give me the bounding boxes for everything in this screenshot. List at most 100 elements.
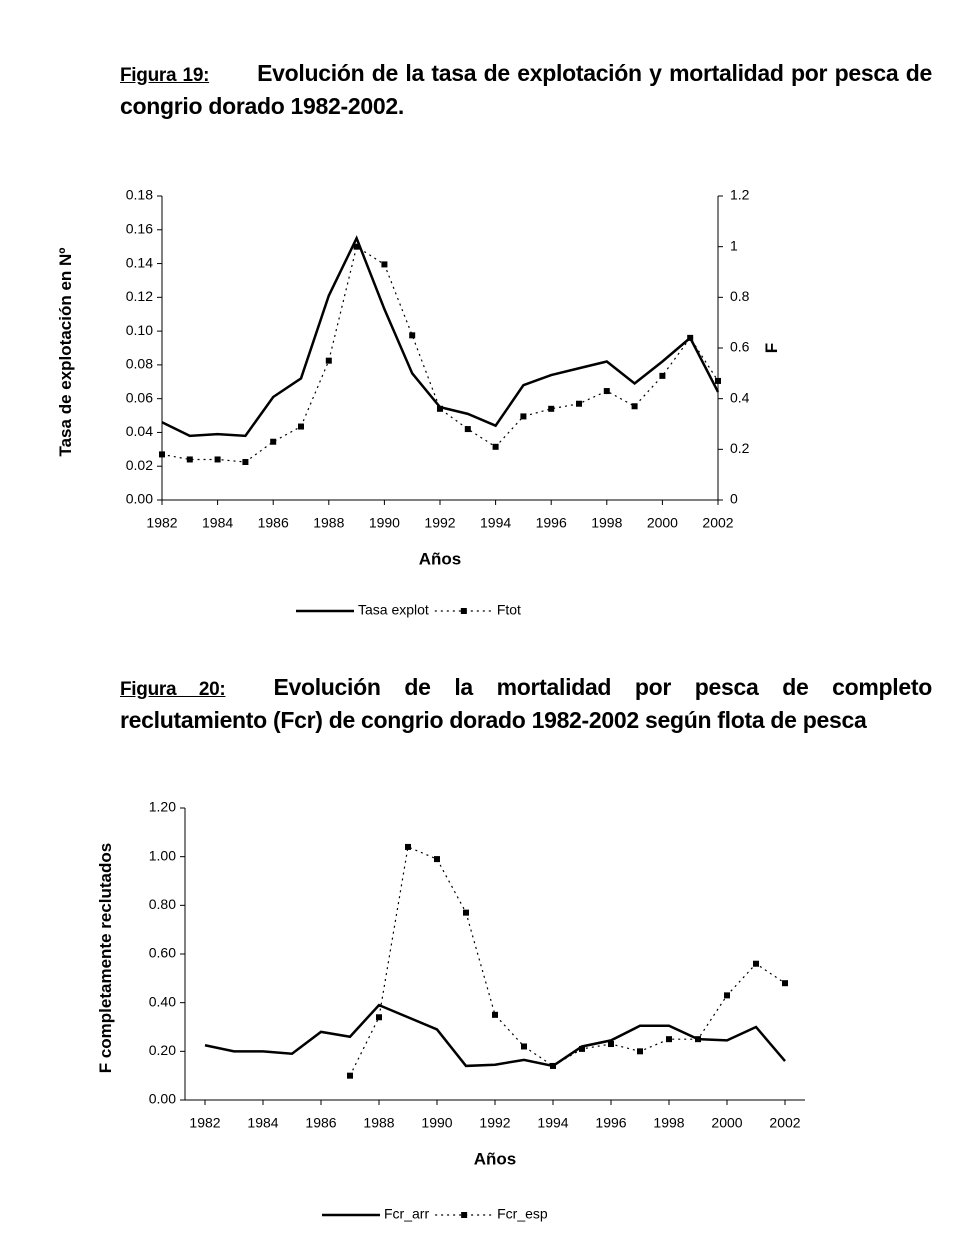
legend-label: Fcr_arr: [384, 1206, 429, 1222]
y-tick-label: 0.60: [149, 945, 176, 961]
y2-tick-label: 0.2: [730, 440, 750, 456]
x-axis-label: Años: [474, 1149, 517, 1168]
y-tick-label: 0.00: [126, 491, 153, 507]
x-tick-label: 1996: [595, 1115, 626, 1131]
y-tick-label: 0.00: [149, 1091, 176, 1107]
x-tick-label: 1982: [189, 1115, 220, 1131]
point: [270, 438, 277, 445]
y-tick-label: 0.12: [126, 288, 153, 304]
point: [434, 856, 440, 863]
point: [464, 426, 471, 433]
point: [347, 1072, 353, 1079]
y2-tick-label: 1.2: [730, 187, 750, 203]
point: [520, 413, 527, 420]
y-tick-label: 0.18: [126, 187, 153, 203]
x-tick-label: 2002: [769, 1115, 800, 1131]
y-tick-label: 1.00: [149, 847, 176, 863]
point: [782, 980, 788, 987]
series-line: [204, 1003, 786, 1068]
figure-caption: Figura 20: Evolución de la mortalidad por…: [120, 672, 932, 736]
y2-tick-label: 0.6: [730, 339, 750, 355]
y-tick-label: 0.14: [126, 254, 153, 270]
y-tick-label: 0.04: [126, 423, 153, 439]
point: [631, 403, 638, 410]
figure-caption: Figura 19: Evolución de la tasa de explot…: [120, 58, 932, 122]
x-tick-label: 1988: [313, 515, 344, 531]
x-tick-label: 1998: [591, 515, 622, 531]
y2-tick-label: 0: [730, 491, 738, 507]
x-tick-label: 1988: [363, 1115, 394, 1131]
point: [214, 456, 221, 463]
x-tick-label: 1994: [537, 1115, 568, 1131]
figure-title: Evolución de la tasa de explotación y mo…: [120, 60, 932, 119]
x-tick-label: 1990: [421, 1115, 452, 1131]
x-tick-label: 2000: [711, 1115, 742, 1131]
y-tick-label: 1.20: [149, 799, 176, 815]
point: [521, 1043, 527, 1050]
x-tick-label: 1984: [202, 515, 233, 531]
figure-label: Figura 19:: [120, 65, 210, 86]
y-tick-label: 0.20: [149, 1042, 176, 1058]
x-tick-label: 1982: [146, 515, 177, 531]
y-tick-label: 0.80: [149, 896, 176, 912]
point: [687, 334, 694, 341]
y2-tick-label: 1: [730, 237, 738, 253]
x-tick-label: 1992: [479, 1115, 510, 1131]
x-tick-label: 1984: [247, 1115, 278, 1131]
legend-label: Tasa explot: [358, 602, 429, 618]
point: [715, 377, 721, 384]
point: [381, 261, 388, 268]
point: [753, 960, 759, 967]
x-tick-label: 1986: [305, 1115, 336, 1131]
legend-label: Ftot: [497, 602, 521, 618]
point: [492, 1011, 498, 1018]
y-tick-label: 0.16: [126, 220, 153, 236]
y-tick-label: 0.40: [149, 993, 176, 1009]
x-tick-label: 2000: [647, 515, 678, 531]
legend-marker: [460, 608, 467, 614]
point: [492, 443, 499, 450]
x-tick-label: 1986: [258, 515, 289, 531]
point: [608, 1041, 614, 1048]
x-tick-label: 2002: [702, 515, 733, 531]
point: [603, 388, 610, 395]
point: [579, 1045, 585, 1052]
point: [548, 405, 555, 412]
legend-marker: [461, 1212, 468, 1218]
figure-title: Evolución de la mortalidad por pesca de …: [120, 674, 932, 733]
x-tick-label: 1998: [653, 1115, 684, 1131]
point: [695, 1036, 701, 1043]
point: [376, 1014, 382, 1021]
point: [550, 1062, 556, 1069]
y-tick-label: 0.08: [126, 356, 153, 372]
point: [666, 1036, 672, 1043]
point: [405, 843, 411, 850]
point: [437, 405, 443, 412]
x-tick-label: 1992: [424, 515, 455, 531]
point: [637, 1048, 643, 1055]
legend-label: Fcr_esp: [497, 1206, 548, 1222]
point: [242, 459, 249, 465]
point: [186, 456, 193, 463]
point: [409, 332, 416, 339]
y2-tick-label: 0.4: [730, 389, 750, 405]
series-line: [349, 846, 786, 1076]
point: [724, 992, 730, 999]
point: [659, 372, 666, 379]
figure-label: Figura 20:: [120, 679, 226, 700]
point: [463, 909, 469, 916]
y2-tick-label: 0.8: [730, 288, 750, 304]
x-axis-label: Años: [419, 549, 462, 568]
point: [159, 451, 165, 458]
point: [576, 400, 582, 407]
point: [325, 357, 332, 364]
point: [298, 423, 304, 430]
x-tick-label: 1994: [480, 515, 511, 531]
x-tick-label: 1990: [369, 515, 400, 531]
y-tick-label: 0.06: [126, 389, 153, 405]
x-tick-label: 1996: [536, 515, 567, 531]
y-tick-label: 0.02: [126, 457, 153, 473]
series-line: [161, 245, 719, 463]
